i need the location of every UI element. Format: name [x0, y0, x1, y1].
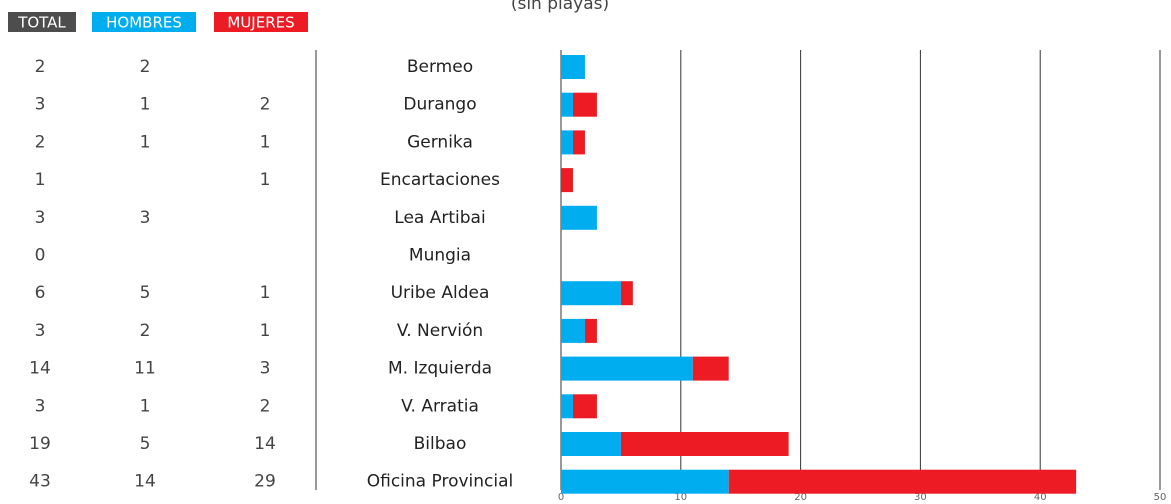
chart-subtitle: (sin playas) — [511, 0, 609, 14]
total-cell: 3 — [35, 208, 46, 228]
bar-segment — [572, 92, 597, 117]
series-cell: 2 — [140, 57, 151, 77]
x-tick-label: 40 — [1034, 492, 1047, 503]
bar-segment — [561, 469, 729, 494]
series-cell: 3 — [140, 208, 151, 228]
bar-segment — [728, 469, 1077, 494]
category-label: Encartaciones — [380, 170, 500, 190]
x-tick-label: 20 — [794, 492, 807, 503]
category-label: V. Arratia — [401, 396, 479, 416]
total-cell: 1 — [35, 170, 46, 190]
bar-segment — [561, 130, 573, 155]
series-cell: 2 — [260, 396, 271, 416]
series-cell: 2 — [140, 321, 151, 341]
category-label: Bilbao — [414, 434, 467, 454]
category-label: M. Izquierda — [388, 359, 492, 379]
bar-segment — [561, 92, 573, 117]
category-label: Mungia — [409, 246, 471, 266]
bar-segment — [561, 432, 621, 456]
total-cell: 43 — [29, 472, 51, 492]
x-tick-label: 50 — [1154, 492, 1167, 503]
series-cell: 14 — [134, 472, 156, 492]
bar-segment — [561, 318, 585, 343]
series-cell: 1 — [260, 170, 271, 190]
series-cell: 11 — [134, 359, 156, 379]
total-cell: 14 — [29, 359, 51, 379]
series-cell: 2 — [260, 95, 271, 115]
category-label: Durango — [403, 95, 476, 115]
legend-swatch — [92, 12, 196, 32]
total-cell: 3 — [35, 396, 46, 416]
x-tick-label: 30 — [914, 492, 927, 503]
series-cell: 14 — [254, 434, 276, 454]
bar-segment — [620, 281, 633, 306]
category-label: Uribe Aldea — [391, 283, 490, 303]
total-cell: 0 — [35, 246, 46, 266]
series-cell: 29 — [254, 472, 276, 492]
series-cell: 1 — [260, 132, 271, 152]
total-cell: 19 — [29, 434, 51, 454]
legend-label: TOTAL — [17, 14, 66, 32]
total-cell: 3 — [35, 95, 46, 115]
series-cell: 5 — [140, 283, 151, 303]
series-cell: 1 — [260, 321, 271, 341]
bar-segment — [572, 130, 585, 155]
category-label: Bermeo — [407, 57, 473, 77]
bar-segment — [561, 55, 585, 79]
series-cell: 1 — [140, 396, 151, 416]
bar-segment — [561, 394, 573, 419]
legend-swatch — [214, 12, 308, 32]
bar-segment — [561, 281, 621, 306]
bar-segment — [572, 394, 597, 419]
total-cell: 2 — [35, 132, 46, 152]
bar-segment — [561, 168, 573, 193]
total-cell: 3 — [35, 321, 46, 341]
legend-label: HOMBRES — [106, 14, 182, 32]
series-cell: 1 — [140, 132, 151, 152]
legend-label: MUJERES — [227, 14, 294, 32]
total-cell: 2 — [35, 57, 46, 77]
series-cell: 3 — [260, 359, 271, 379]
bar-segment — [561, 205, 597, 230]
x-tick-label: 10 — [674, 492, 687, 503]
bar-segment — [692, 356, 729, 381]
category-label: Oficina Provincial — [367, 472, 514, 492]
x-tick-label: 0 — [558, 492, 564, 503]
category-label: Lea Artibai — [394, 208, 485, 228]
series-cell: 1 — [140, 95, 151, 115]
total-cell: 6 — [35, 283, 46, 303]
legend-swatch — [8, 12, 76, 32]
bar-segment — [561, 356, 693, 381]
category-label: V. Nervión — [397, 321, 483, 341]
category-label: Gernika — [407, 132, 473, 152]
bar-segment — [584, 318, 597, 343]
series-cell: 5 — [140, 434, 151, 454]
series-cell: 1 — [260, 283, 271, 303]
bar-segment — [620, 432, 789, 456]
